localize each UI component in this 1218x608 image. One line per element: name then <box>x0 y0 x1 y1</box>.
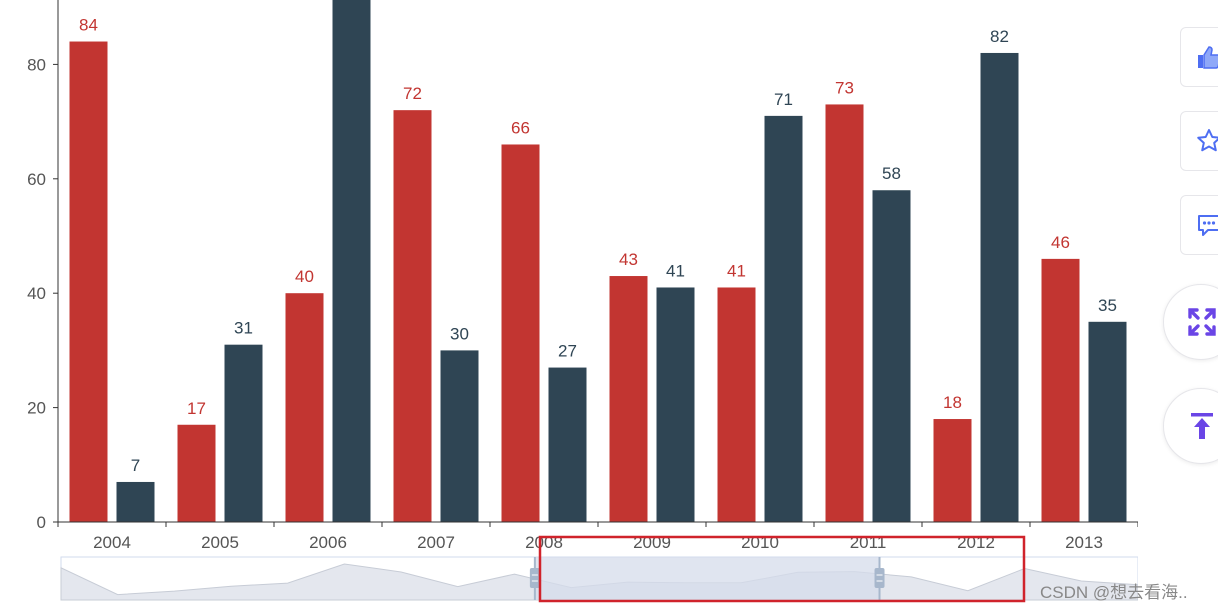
bar <box>656 287 695 522</box>
bar <box>872 190 911 523</box>
datazoom-selected-range[interactable] <box>534 557 880 600</box>
back-to-top-icon <box>1191 413 1213 439</box>
highlight-box <box>538 535 1026 603</box>
y-tick-label: 60 <box>27 170 46 189</box>
bar <box>332 0 371 523</box>
fullscreen-button[interactable] <box>1163 284 1218 360</box>
data-label: 84 <box>79 16 98 35</box>
bar <box>717 287 756 522</box>
x-tick-label: 2013 <box>1065 533 1103 552</box>
like-button[interactable] <box>1180 27 1218 87</box>
fullscreen-icon <box>1188 308 1216 336</box>
data-label: 41 <box>727 261 746 280</box>
data-label: 17 <box>187 399 206 418</box>
like-icon <box>1198 46 1218 69</box>
data-label: 71 <box>774 90 793 109</box>
datazoom-end-handle[interactable] <box>874 557 885 600</box>
datazoom-start-handle[interactable] <box>529 557 540 600</box>
data-label: 41 <box>666 261 685 280</box>
x-tick-label: 2005 <box>201 533 239 552</box>
bar <box>69 41 108 523</box>
bar <box>224 344 263 522</box>
bar <box>1088 321 1127 522</box>
data-label: 31 <box>234 319 253 338</box>
x-tick-label: 2006 <box>309 533 347 552</box>
data-label: 72 <box>403 84 422 103</box>
bar-chart: 0 20 40 60 80 84 17 40 72 66 43 41 73 18 46 7 31 30 27 41 7… <box>27 0 1138 603</box>
handle-grip <box>874 568 885 588</box>
data-label: 43 <box>619 250 638 269</box>
bar <box>609 276 648 522</box>
watermark: CSDN @想去看海.. <box>1040 583 1188 602</box>
data-label: 46 <box>1051 233 1070 252</box>
y-axis: 0 20 40 60 80 <box>27 0 59 532</box>
data-label: 7 <box>131 456 140 475</box>
data-label: 58 <box>882 164 901 183</box>
bar <box>501 144 540 523</box>
bar <box>177 424 216 522</box>
bar <box>980 52 1019 523</box>
data-label: 40 <box>295 267 314 286</box>
bar <box>1041 258 1080 522</box>
data-label: 73 <box>835 78 854 97</box>
bar <box>285 293 324 522</box>
y-tick-label: 40 <box>27 284 46 303</box>
back-to-top-button[interactable] <box>1163 388 1218 464</box>
x-tick-label: 2007 <box>417 533 455 552</box>
bar-series: 84 17 40 72 66 43 41 73 18 46 7 31 30 27 41 71 58 82 35 <box>69 0 1127 523</box>
bar <box>764 115 803 522</box>
y-tick-label: 20 <box>27 399 46 418</box>
handle-grip <box>529 568 540 588</box>
data-label: 66 <box>511 118 530 137</box>
x-tick-label: 2004 <box>93 533 131 552</box>
bar <box>116 481 155 522</box>
bar <box>440 350 479 522</box>
comment-button[interactable] <box>1180 195 1218 255</box>
y-tick-label: 80 <box>27 55 46 74</box>
bar <box>933 419 972 522</box>
bar <box>825 104 864 522</box>
data-label: 30 <box>450 324 469 343</box>
bar <box>548 367 587 522</box>
bar <box>393 110 432 522</box>
datazoom-slider[interactable] <box>60 535 1138 603</box>
data-label: 35 <box>1098 296 1117 315</box>
collect-button[interactable] <box>1180 111 1218 171</box>
data-label: 82 <box>990 27 1009 46</box>
comment-icon <box>1198 215 1218 236</box>
star-icon <box>1197 129 1218 152</box>
data-label: 27 <box>558 342 577 361</box>
y-tick-label: 0 <box>37 513 46 532</box>
data-label: 18 <box>943 393 962 412</box>
